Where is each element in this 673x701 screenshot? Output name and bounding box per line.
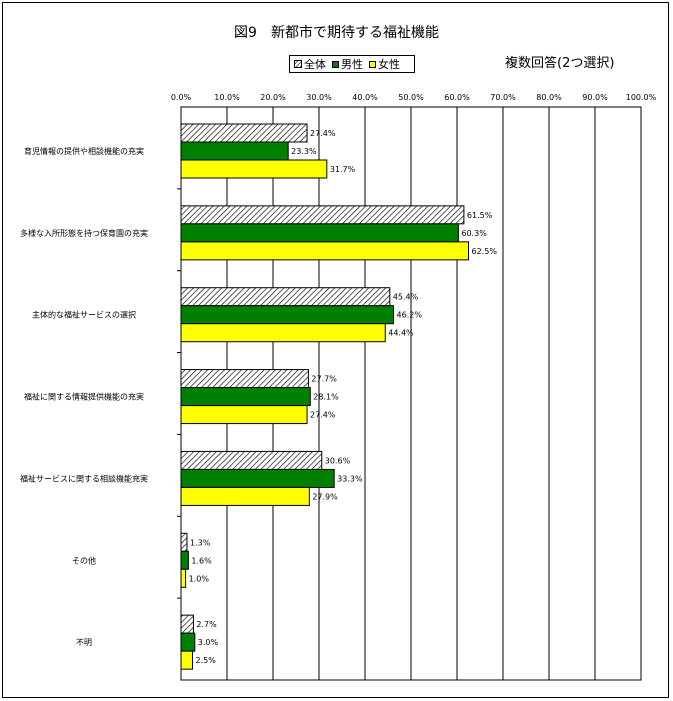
category-label: 育児情報の提供や相談機能の充実	[24, 146, 144, 156]
legend: 全体 男性 女性	[289, 55, 415, 73]
bar-male	[180, 387, 311, 407]
data-label: 27.7%	[311, 375, 337, 384]
legend-item-male: 男性	[332, 56, 363, 72]
data-label: 1.6%	[191, 556, 212, 565]
grid-layer	[177, 106, 642, 681]
data-label: 45.4%	[393, 293, 419, 302]
legend-label-all: 全体	[304, 58, 326, 71]
category-label: 福祉サービスに関する相談機能充実	[20, 473, 148, 483]
category-label: 多様な入所形態を持つ保育園の充実	[20, 228, 148, 238]
data-label: 44.4%	[388, 329, 414, 338]
category-label: その他	[72, 555, 96, 565]
x-tick-label: 20.0%	[260, 93, 286, 102]
x-tick-label: 60.0%	[444, 93, 470, 102]
data-label: 31.7%	[330, 165, 356, 174]
data-label: 27.4%	[310, 411, 336, 420]
data-label: 27.9%	[312, 492, 338, 501]
bar-female	[180, 159, 328, 179]
data-label: 28.1%	[313, 393, 339, 402]
chart-title: 図9 新都市で期待する福祉機能	[234, 25, 439, 41]
x-tick-label: 100.0%	[626, 93, 657, 102]
x-tick-label: 0.0%	[171, 93, 192, 102]
data-label: 27.4%	[310, 129, 336, 138]
x-tick-label: 10.0%	[214, 93, 240, 102]
x-tick-label: 30.0%	[306, 93, 332, 102]
bar-all	[180, 205, 465, 225]
data-label: 33.3%	[337, 474, 363, 483]
bar-all	[180, 369, 309, 389]
bar-female	[180, 568, 187, 588]
data-label: 3.0%	[198, 638, 219, 647]
legend-item-female: 女性	[369, 56, 400, 72]
bar-female	[180, 241, 469, 261]
x-tick-label: 40.0%	[352, 93, 378, 102]
category-label: 福祉に関する情報提供機能の充実	[24, 392, 144, 402]
bar-female	[180, 650, 193, 670]
x-tick-label: 80.0%	[536, 93, 562, 102]
bar-male	[180, 632, 196, 652]
data-label: 1.3%	[190, 538, 211, 547]
chart-note: 複数回答(2つ選択)	[505, 56, 615, 71]
bar-female	[180, 486, 310, 506]
legend-swatch-all	[294, 60, 302, 68]
bar-all	[180, 532, 188, 552]
bar-male	[180, 141, 289, 161]
x-tick-label: 50.0%	[398, 93, 424, 102]
category-layer: 育児情報の提供や相談機能の充実多様な入所形態を持つ保育園の充実主体的な福祉サービ…	[20, 146, 148, 647]
bar-male	[180, 468, 335, 488]
legend-swatch-male	[332, 60, 339, 68]
legend-label-female: 女性	[378, 58, 400, 71]
x-tick-label: 90.0%	[582, 93, 608, 102]
bar-female	[180, 323, 386, 343]
bar-all	[180, 287, 391, 307]
tick-layer: 0.0% 10.0% 20.0% 30.0% 40.0% 50.0% 60.0% 70.0% 8…	[171, 93, 657, 102]
bar-male	[180, 305, 395, 325]
bar-all	[180, 614, 194, 634]
x-tick-label: 70.0%	[490, 93, 516, 102]
bar-male	[180, 223, 459, 243]
data-label: 62.5%	[472, 247, 498, 256]
legend-item-all: 全体	[294, 56, 326, 72]
bar-male	[180, 550, 189, 570]
data-label: 23.3%	[291, 147, 317, 156]
data-label: 2.5%	[196, 656, 217, 665]
bar-female	[180, 405, 308, 425]
data-label: 30.6%	[325, 456, 351, 465]
legend-swatch-female	[369, 60, 376, 68]
category-label: 不明	[76, 638, 92, 647]
data-label: 61.5%	[467, 211, 493, 220]
legend-label-male: 男性	[341, 58, 363, 71]
bar-layer: 27.4% 23.3% 31.7% 61.5% 60.3% 62.5% 45.4% 46.2%…	[180, 123, 498, 670]
data-label: 2.7%	[196, 620, 217, 629]
data-label: 1.0%	[189, 574, 210, 583]
data-label: 60.3%	[461, 229, 487, 238]
category-label: 主体的な福祉サービスの選択	[32, 310, 136, 320]
data-label: 46.2%	[397, 311, 423, 320]
bar-all	[180, 450, 323, 470]
bar-all	[180, 123, 308, 143]
